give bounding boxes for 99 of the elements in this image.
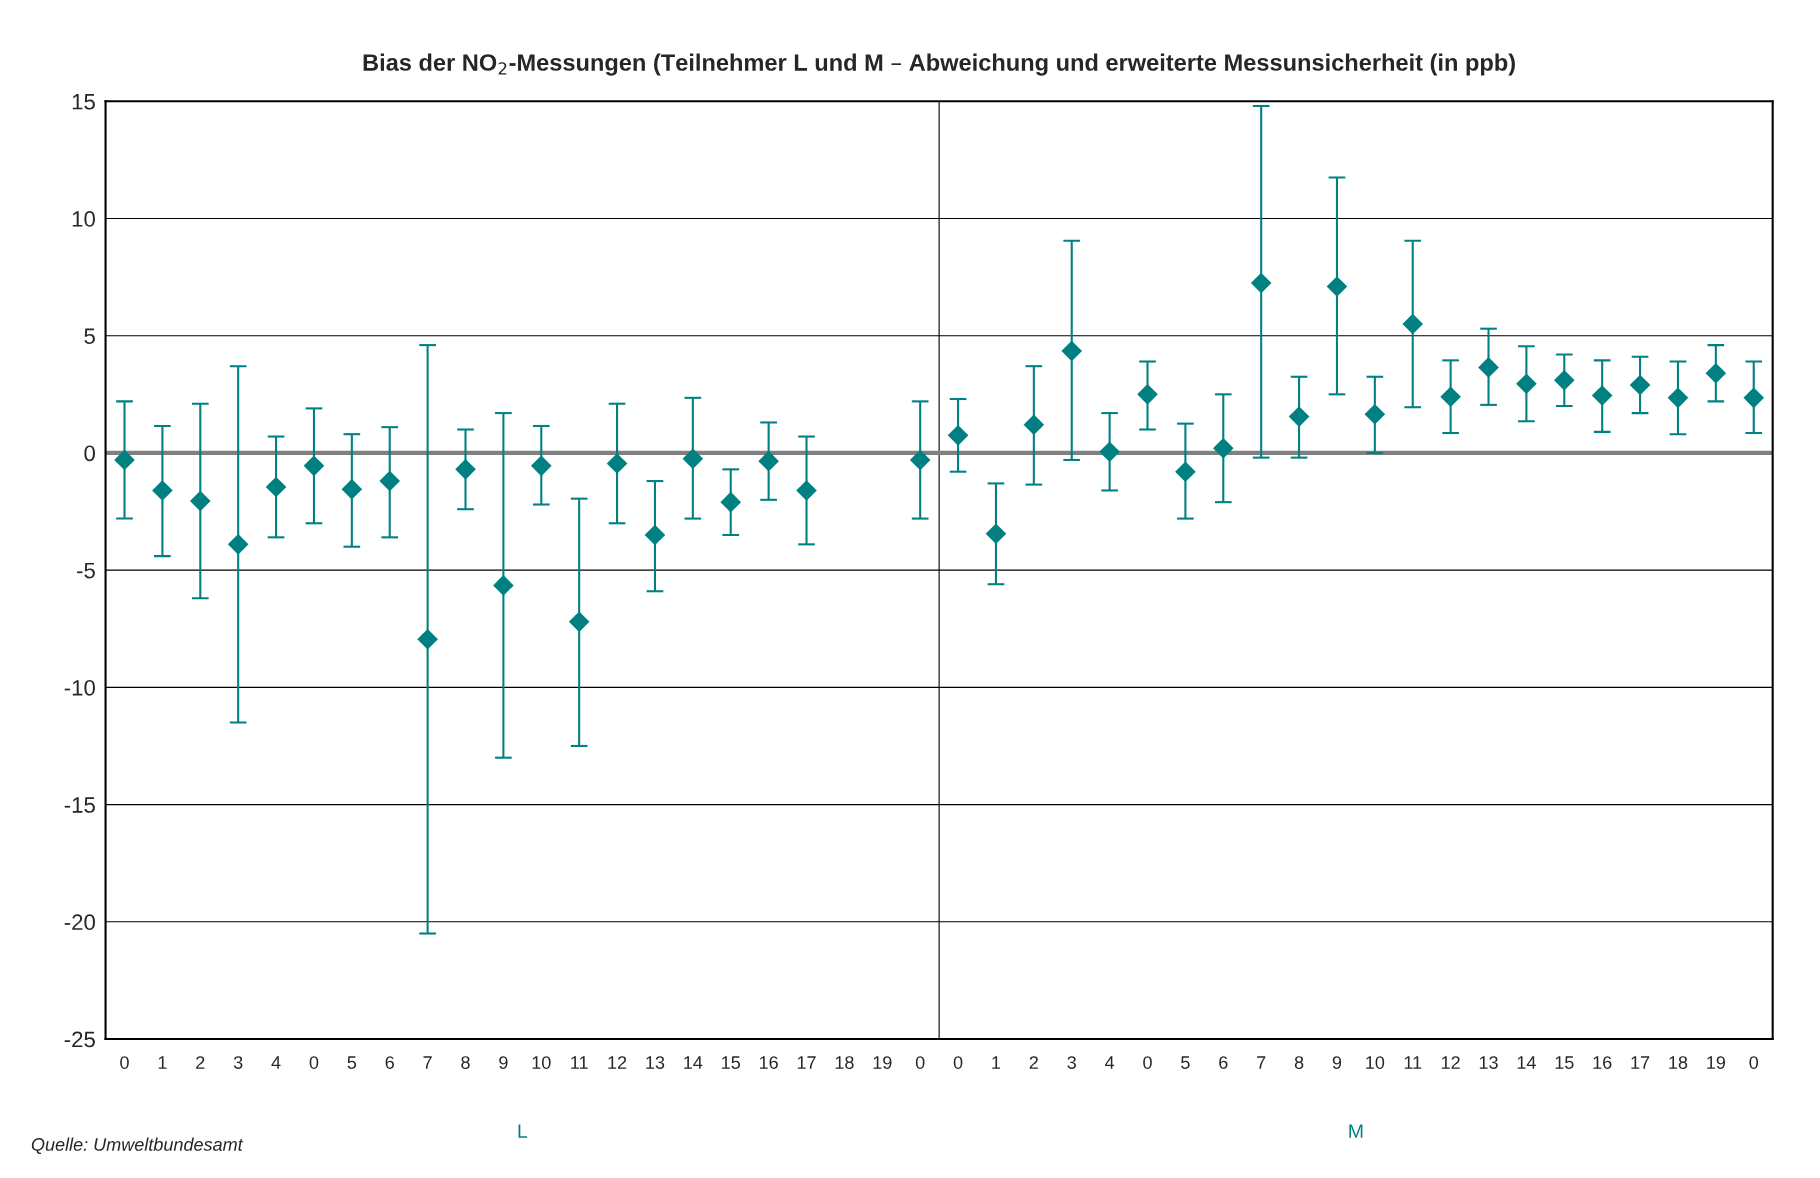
point xyxy=(1553,369,1575,391)
x-tick-label: 10 xyxy=(532,1056,551,1069)
x-tick-label: 16 xyxy=(759,1056,778,1069)
point xyxy=(152,480,173,501)
point xyxy=(796,480,817,501)
point xyxy=(1175,461,1196,482)
point xyxy=(1023,414,1045,436)
point xyxy=(1629,374,1651,396)
y-tick-label: -25 xyxy=(64,1031,95,1048)
point xyxy=(1212,437,1234,459)
point xyxy=(1440,386,1461,407)
point xyxy=(1667,387,1689,409)
x-tick-label: 8 xyxy=(1294,1056,1304,1069)
point xyxy=(189,490,211,512)
x-tick-label: 1 xyxy=(158,1056,167,1069)
point xyxy=(1250,272,1272,294)
point xyxy=(758,450,779,472)
point xyxy=(1099,441,1120,463)
x-tick-label: 19 xyxy=(873,1056,892,1069)
point xyxy=(1516,373,1537,395)
x-tick-label: 0 xyxy=(953,1056,963,1069)
x-tick-label: 13 xyxy=(646,1056,665,1069)
point xyxy=(1402,313,1424,335)
x-tick-label: 17 xyxy=(797,1056,816,1069)
y-tick-label: 0 xyxy=(84,445,95,462)
x-tick-label: 2 xyxy=(196,1056,205,1069)
x-tick-label: 0 xyxy=(915,1056,925,1069)
text: L xyxy=(518,1124,528,1138)
point xyxy=(1591,385,1613,406)
y-tick-label: -5 xyxy=(77,562,95,579)
x-tick-label: 0 xyxy=(1749,1056,1759,1069)
point xyxy=(1137,384,1158,405)
point xyxy=(568,611,590,633)
x-tick-label: 12 xyxy=(608,1056,627,1069)
point xyxy=(1326,276,1348,297)
x-tick-label: 9 xyxy=(499,1056,508,1069)
point xyxy=(530,455,552,477)
point xyxy=(947,425,969,446)
x-tick-label: 14 xyxy=(1517,1056,1536,1069)
x-tick-label: 14 xyxy=(684,1056,703,1069)
x-tick-label: 0 xyxy=(1143,1056,1152,1069)
x-tick-label: 19 xyxy=(1707,1056,1726,1069)
point xyxy=(493,575,514,596)
point xyxy=(1478,357,1499,378)
point xyxy=(341,478,363,500)
x-tick-label: 6 xyxy=(385,1056,394,1069)
x-tick-label: 7 xyxy=(423,1056,432,1069)
point xyxy=(1705,362,1727,384)
x-tick-label: 7 xyxy=(1257,1056,1266,1069)
point xyxy=(606,453,628,474)
point xyxy=(1288,406,1310,427)
point xyxy=(227,534,249,555)
x-tick-label: 15 xyxy=(722,1056,741,1069)
y-tick-label: -20 xyxy=(64,914,95,931)
point xyxy=(1743,387,1765,409)
y-tick-label: 10 xyxy=(72,211,95,227)
y-tick-label: -15 xyxy=(64,797,95,813)
source-note: Quelle: Umweltbundesamt xyxy=(31,1137,244,1155)
x-tick-label: 18 xyxy=(835,1056,854,1069)
x-tick-label: 4 xyxy=(1105,1056,1115,1069)
point xyxy=(303,455,325,477)
x-tick-label: 0 xyxy=(309,1056,319,1069)
y-tick-label: -10 xyxy=(64,679,95,696)
x-tick-label: 6 xyxy=(1219,1056,1228,1069)
x-tick-label: 18 xyxy=(1669,1056,1688,1069)
point xyxy=(682,448,704,470)
x-tick-label: 3 xyxy=(1067,1056,1076,1069)
point xyxy=(379,470,401,492)
point xyxy=(114,449,135,471)
x-tick-label: 11 xyxy=(1404,1056,1422,1069)
x-tick-label: 9 xyxy=(1332,1056,1342,1069)
point xyxy=(417,629,438,650)
point xyxy=(909,449,931,471)
x-tick-label: 8 xyxy=(461,1056,470,1069)
point xyxy=(985,523,1007,545)
y-tick-label: 15 xyxy=(72,94,95,110)
x-tick-label: 11 xyxy=(571,1056,588,1069)
x-tick-label: 4 xyxy=(271,1056,281,1069)
point xyxy=(1364,403,1386,425)
y-tick-label: 5 xyxy=(84,328,95,344)
x-tick-label: 1 xyxy=(992,1056,1001,1069)
x-tick-label: 16 xyxy=(1593,1056,1612,1069)
point xyxy=(720,491,742,513)
x-tick-label: 2 xyxy=(1029,1056,1038,1069)
text: M xyxy=(1349,1124,1363,1138)
x-tick-label: 17 xyxy=(1631,1056,1650,1069)
point xyxy=(455,459,476,480)
x-tick-label: 15 xyxy=(1555,1056,1574,1069)
x-tick-label: 13 xyxy=(1479,1056,1498,1069)
chart-title: Bias der NO$_{2}$-Messungen (Teilnehmer L und M – Abweichung und erweiterte Messunsicherheit (in ppb) xyxy=(363,53,1515,76)
x-tick-label: 3 xyxy=(233,1056,243,1069)
x-tick-label: 0 xyxy=(120,1056,129,1069)
x-tick-label: 10 xyxy=(1366,1056,1385,1069)
point xyxy=(1061,340,1083,362)
x-tick-label: 5 xyxy=(1181,1056,1190,1069)
point xyxy=(265,476,287,498)
x-tick-label: 12 xyxy=(1441,1056,1460,1069)
x-tick-label: 5 xyxy=(347,1056,357,1069)
point xyxy=(644,524,666,546)
